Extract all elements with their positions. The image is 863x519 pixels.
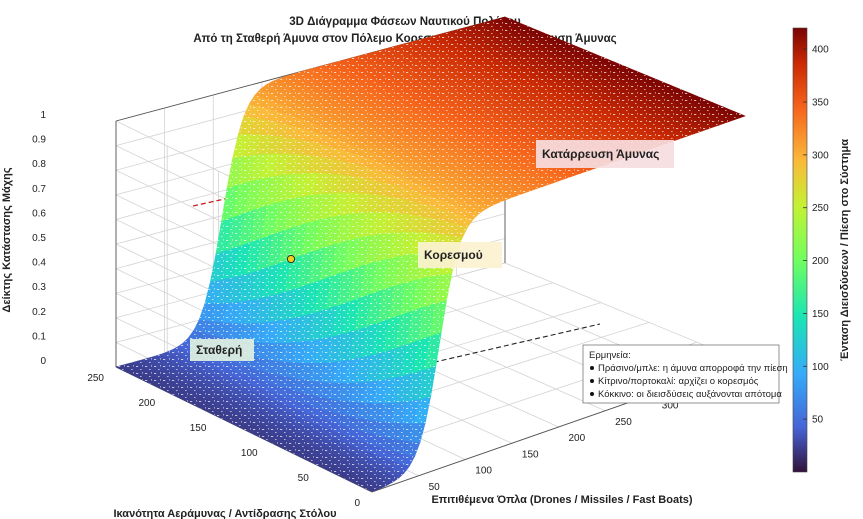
y-tick-label: 200 (139, 398, 156, 409)
colorbar-tick-label: 150 (812, 309, 829, 320)
colorbar: 50 100 150 200 250 300 350 400 (792, 27, 829, 473)
annotation-box (418, 242, 502, 268)
z-tick-label: 0.7 (32, 184, 46, 195)
y-axis-label: Ικανότητα Αεράμυνας / Αντίδρασης Στόλου (113, 508, 336, 519)
x-tick-label: 200 (569, 433, 586, 444)
z-tick-label: 0 (40, 356, 46, 367)
z-tick-label: 0.4 (32, 258, 46, 269)
annotation-box (190, 339, 254, 361)
colorbar-tick-label: 400 (812, 45, 829, 56)
z-tick-label: 0.9 (32, 135, 46, 146)
y-tick-label: 100 (241, 448, 258, 459)
z-tick-label: 0.2 (32, 307, 46, 318)
legend-box: Ερμηνεία: Πράσινο/μπλε: η άμυνα απορροφά… (582, 344, 788, 404)
annotation-label: Κατάρρευση Άμυνας (542, 147, 659, 161)
y-tick-label: 0 (354, 498, 360, 509)
legend-bullet (590, 392, 594, 396)
legend-title: Ερμηνεία: (589, 350, 631, 361)
colorbar-tick-label: 250 (812, 203, 829, 214)
z-tick-label: 0.6 (32, 208, 46, 219)
y-tick-label: 250 (87, 373, 104, 384)
x-tick-label: 50 (429, 482, 441, 493)
legend-item: Πράσινο/μπλε: η άμυνα απορροφά την πίεση (598, 363, 788, 374)
midpoint-marker (286, 254, 296, 264)
x-axis-label: Επιτιθέμενα Όπλα (Drones / Missiles / Fa… (431, 494, 692, 506)
annotation-label: Κορεσμού (424, 248, 483, 262)
z-tick-label: 0.8 (32, 159, 46, 170)
z-tick-label: 0.3 (32, 282, 46, 293)
axis-labels: Επιτιθέμενα Όπλα (Drones / Missiles / Fa… (1, 139, 851, 519)
annotations: Σταθερή Κορεσμού Κατάρρευση Άμυνας (190, 140, 674, 361)
legend-item: Κόκκινο: οι διεισδύσεις αυξάνονται απότο… (598, 389, 782, 400)
z-axis-label: Δείκτης Κατάστασης Μάχης (1, 167, 13, 312)
z-tick-label: 0.5 (32, 233, 46, 244)
annotation-label: Σταθερή (196, 343, 242, 357)
colorbar-tick-label: 300 (812, 150, 829, 161)
chart-title-line1: 3D Διάγραμμα Φάσεων Ναυτικού Πολέμου (289, 16, 521, 28)
z-tick-label: 0.1 (32, 331, 46, 342)
legend-frame (582, 344, 780, 404)
legend-bullet (590, 379, 594, 383)
colorbar-tick-label: 200 (812, 256, 829, 267)
x-tick-label: 150 (522, 449, 539, 460)
z-tick-label: 1 (40, 110, 46, 121)
colorbar-tick-label: 350 (812, 98, 829, 109)
colorbar-bar (792, 27, 808, 473)
y-tick-label: 150 (190, 423, 207, 434)
x-tick-label: 300 (662, 401, 679, 412)
legend-bullet (590, 366, 594, 370)
x-tick-label: 250 (615, 417, 632, 428)
x-tick-label: 100 (475, 466, 492, 477)
colorbar-tick-label: 50 (812, 415, 824, 426)
legend-item: Κίτρινο/πορτοκαλί: αρχίζει ο κορεσμός (598, 376, 759, 387)
colorbar-label: Ένταση Διεισδύσεων / Πίεση στο Σύστημα (839, 139, 851, 361)
annotation-box (536, 140, 674, 168)
axis-ticks: 0 0.1 0.2 0.3 0.4 0.5 0.6 0.7 0.8 0.9 1 0 50 100 150 20… (32, 110, 725, 509)
y-tick-label: 50 (298, 473, 310, 484)
colorbar-tick-label: 100 (812, 362, 829, 373)
